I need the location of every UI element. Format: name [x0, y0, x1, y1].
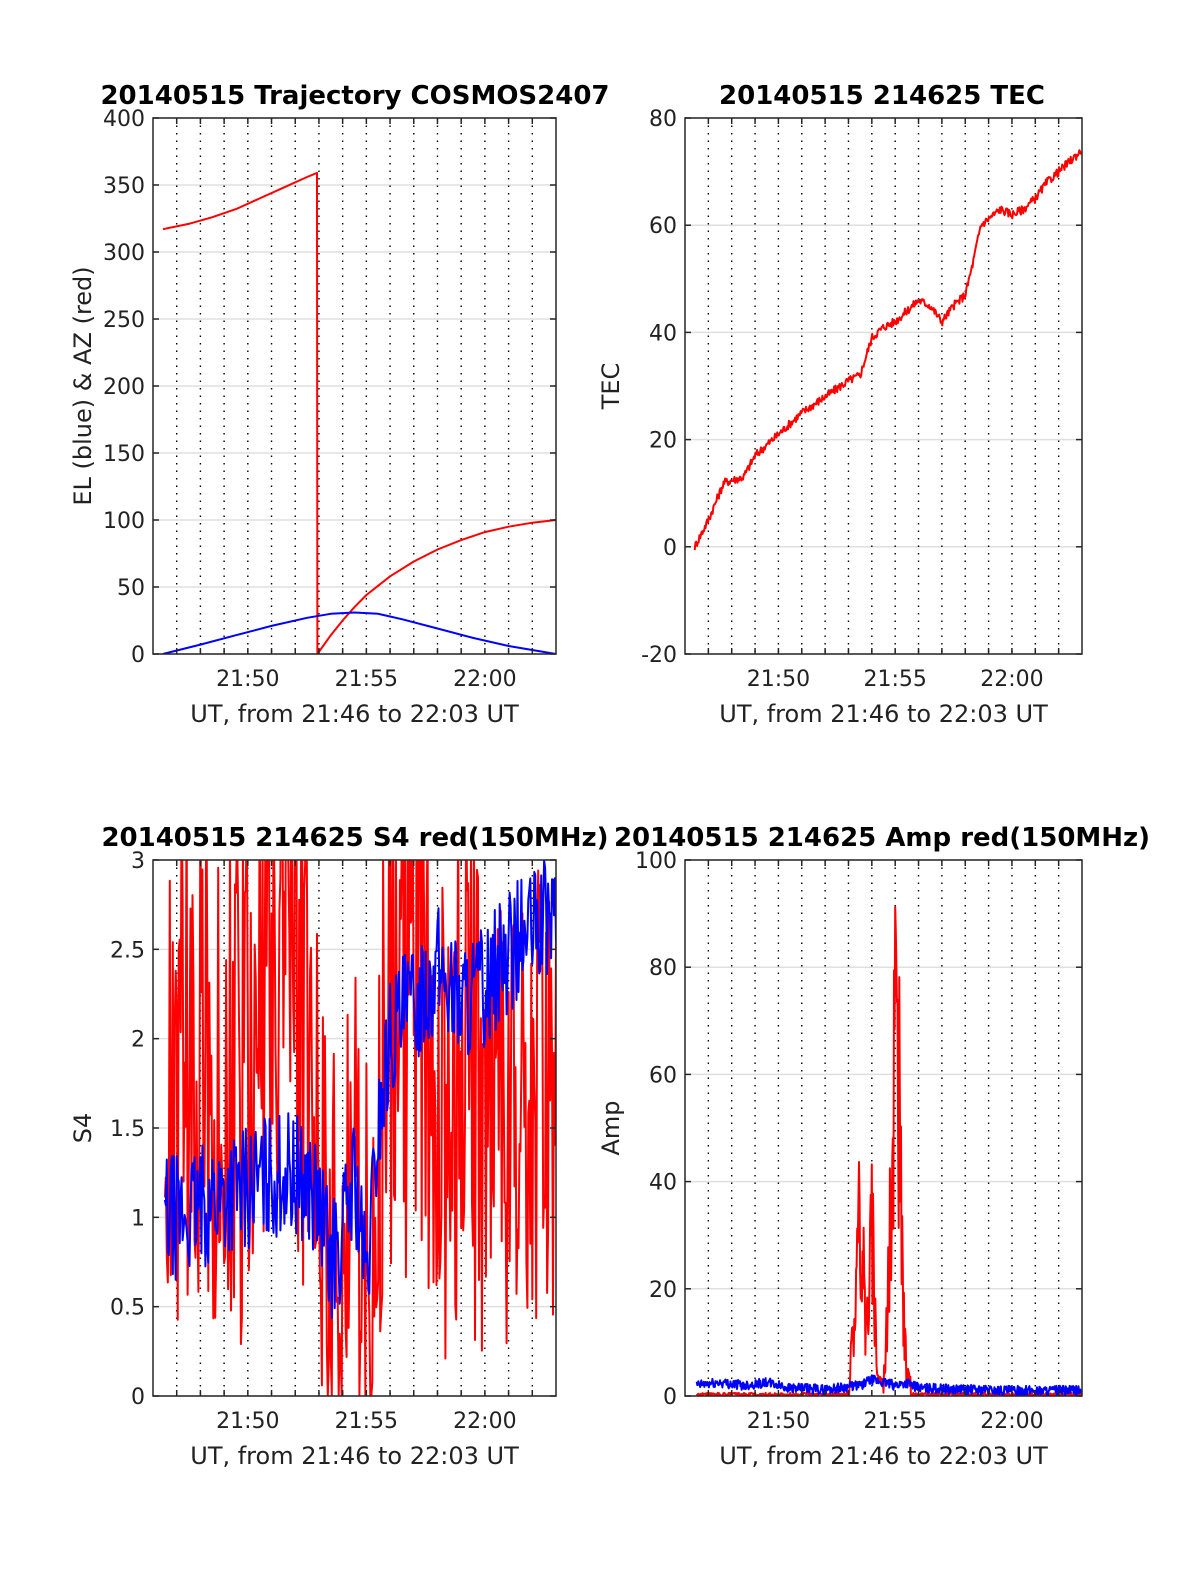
y-axis-label: Amp: [597, 1100, 625, 1155]
y-tick-label: 40: [649, 321, 677, 346]
x-axis-label: UT, from 21:46 to 22:03 UT: [719, 1442, 1048, 1470]
x-axis-label: UT, from 21:46 to 22:03 UT: [719, 700, 1048, 728]
x-tick-label: 22:00: [980, 667, 1043, 692]
x-axis-label: UT, from 21:46 to 22:03 UT: [190, 700, 519, 728]
plot-area: [163, 860, 556, 1396]
y-tick-label: 250: [103, 308, 145, 333]
amp-chart: 0 20 40 60 80 100 21:50 21:55 22:00 20140515 2146…: [597, 823, 1150, 1470]
y-tick-label: 60: [649, 214, 677, 239]
y-tick-label: 80: [649, 107, 677, 132]
plot-area: [695, 906, 1082, 1396]
axes-box: [684, 117, 1083, 655]
chart-title: 20140515 214625 S4 red(150MHz): [101, 823, 608, 853]
x-tick-label: 21:50: [216, 1409, 279, 1434]
x-tick-label: 21:50: [216, 667, 279, 692]
series-s4-red: [163, 860, 556, 1396]
x-tick-label: 21:50: [747, 1409, 810, 1434]
y-tick-label: 400: [103, 107, 145, 132]
y-tick-label: 0: [131, 643, 145, 668]
x-tick-label: 21:55: [335, 667, 398, 692]
y-tick-label: 1: [131, 1206, 145, 1231]
y-tick-label: -20: [641, 643, 677, 668]
y-axis-label: EL (blue) & AZ (red): [69, 266, 97, 505]
y-tick-label: 3: [131, 849, 145, 874]
series-az: [162, 171, 556, 654]
y-tick-label: 50: [117, 576, 145, 601]
y-tick-label: 0: [663, 536, 677, 561]
x-tick-label: 22:00: [980, 1409, 1043, 1434]
series-amp-blue: [695, 1374, 1082, 1396]
y-tick-label: 60: [649, 1063, 677, 1088]
x-axis-label: UT, from 21:46 to 22:03 UT: [190, 1442, 519, 1470]
chart-title: 20140515 214625 Amp red(150MHz): [614, 823, 1150, 853]
plot-area: [162, 171, 556, 654]
series-amp-red: [695, 906, 1082, 1396]
trajectory-chart: 0 50 100 150 200 250 300 350 400 21:50 21:55 22:00 2…: [69, 81, 610, 728]
x-tick-label: 21:55: [335, 1409, 398, 1434]
y-tick-label: 20: [649, 429, 677, 454]
y-tick-label: 80: [649, 956, 677, 981]
y-tick-label: 1.5: [110, 1117, 145, 1142]
y-tick-label: 0: [131, 1385, 145, 1410]
y-tick-label: 2.5: [110, 938, 145, 963]
y-tick-label: 2: [131, 1028, 145, 1053]
y-tick-label: 300: [103, 241, 145, 266]
y-tick-label: 0: [663, 1385, 677, 1410]
y-tick-label: 40: [649, 1171, 677, 1196]
chart-title: 20140515 214625 TEC: [719, 81, 1045, 111]
y-tick-label: 100: [103, 509, 145, 534]
x-tick-label: 21:55: [863, 1409, 926, 1434]
series-el: [162, 611, 556, 654]
series-tec: [693, 149, 1082, 551]
x-tick-label: 21:50: [747, 667, 810, 692]
s4-chart: 0 0.5 1 1.5 2 2.5 3 21:50 21:55 22:00 20140515 214…: [69, 823, 609, 1470]
y-tick-label: 150: [103, 442, 145, 467]
plot-area: [693, 149, 1082, 551]
tec-chart: -20 0 20 40 60 80 21:50 21:55 22:00 20140515 2146…: [597, 81, 1083, 728]
y-tick-label: 0.5: [110, 1296, 145, 1321]
x-tick-label: 21:55: [863, 667, 926, 692]
y-tick-label: 100: [635, 849, 677, 874]
series-s4-blue: [163, 860, 556, 1319]
x-tick-label: 22:00: [453, 1409, 516, 1434]
x-tick-label: 22:00: [453, 667, 516, 692]
y-axis-label: S4: [69, 1113, 97, 1144]
y-axis-label: TEC: [597, 363, 625, 411]
y-tick-label: 20: [649, 1278, 677, 1303]
y-tick-label: 350: [103, 174, 145, 199]
y-tick-label: 200: [103, 375, 145, 400]
axes-box: [684, 859, 1083, 1397]
chart-title: 20140515 Trajectory COSMOS2407: [100, 81, 609, 111]
